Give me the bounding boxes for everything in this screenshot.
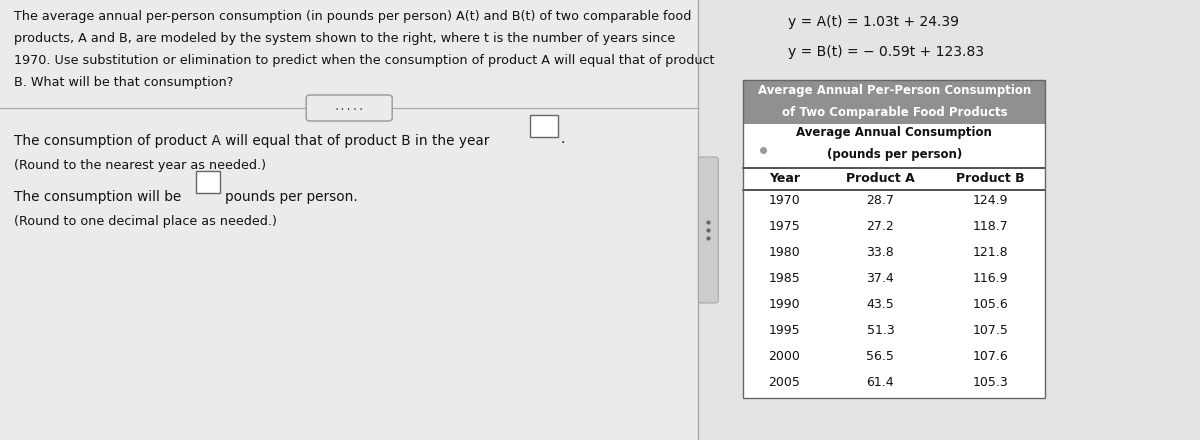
Text: 107.5: 107.5 [972,324,1008,337]
Text: 33.8: 33.8 [866,246,894,259]
Text: 1985: 1985 [768,272,800,285]
Text: products, A and B, are modeled by the system shown to the right, where t is the : products, A and B, are modeled by the sy… [14,32,676,45]
Text: The average annual per-person consumption (in pounds per person) A(t) and B(t) o: The average annual per-person consumptio… [14,10,691,23]
Text: 61.4: 61.4 [866,376,894,389]
Text: Year: Year [769,172,800,185]
Text: 51.3: 51.3 [866,324,894,337]
Text: .....: ..... [334,102,365,112]
FancyBboxPatch shape [698,157,719,303]
Text: 118.7: 118.7 [972,220,1008,233]
Text: B. What will be that consumption?: B. What will be that consumption? [14,76,233,89]
Text: (Round to the nearest year as needed.): (Round to the nearest year as needed.) [14,159,266,172]
Text: Average Annual Per-Person Consumption: Average Annual Per-Person Consumption [757,84,1031,97]
Text: 43.5: 43.5 [866,298,894,311]
FancyBboxPatch shape [306,95,392,121]
Text: The consumption of product A will equal that of product B in the year: The consumption of product A will equal … [14,134,493,148]
Text: 124.9: 124.9 [973,194,1008,207]
Text: 121.8: 121.8 [972,246,1008,259]
Bar [744,80,1045,398]
Bar [530,115,558,137]
Text: 1970. Use substitution or elimination to predict when the consumption of product: 1970. Use substitution or elimination to… [14,54,714,67]
Text: Product A: Product A [846,172,914,185]
Text: 2000: 2000 [768,350,800,363]
Text: 1975: 1975 [768,220,800,233]
Text: Product B: Product B [956,172,1025,185]
Text: 2005: 2005 [768,376,800,389]
Text: 105.3: 105.3 [972,376,1008,389]
Text: 56.5: 56.5 [866,350,894,363]
Text: 28.7: 28.7 [866,194,894,207]
Text: 1995: 1995 [768,324,800,337]
Text: (pounds per person): (pounds per person) [827,148,962,161]
Text: of Two Comparable Food Products: of Two Comparable Food Products [781,106,1007,119]
Bar [744,168,1045,190]
Text: 1980: 1980 [768,246,800,259]
Bar [744,80,1045,124]
Text: 105.6: 105.6 [972,298,1008,311]
Text: Average Annual Consumption: Average Annual Consumption [797,126,992,139]
Text: 1990: 1990 [768,298,800,311]
Text: 107.6: 107.6 [972,350,1008,363]
Bar [698,0,1200,440]
Text: (Round to one decimal place as needed.): (Round to one decimal place as needed.) [14,215,277,228]
Text: 37.4: 37.4 [866,272,894,285]
Bar [0,0,698,440]
Text: 27.2: 27.2 [866,220,894,233]
Bar [196,171,220,193]
Text: 116.9: 116.9 [973,272,1008,285]
Text: pounds per person.: pounds per person. [226,190,358,204]
Text: 1970: 1970 [768,194,800,207]
Text: y = A(t) = 1.03t + 24.39: y = A(t) = 1.03t + 24.39 [788,15,960,29]
Bar [744,190,1045,398]
Text: .: . [560,132,564,146]
Bar [744,124,1045,168]
Text: y = B(t) = − 0.59t + 123.83: y = B(t) = − 0.59t + 123.83 [788,45,984,59]
Text: The consumption will be: The consumption will be [14,190,186,204]
